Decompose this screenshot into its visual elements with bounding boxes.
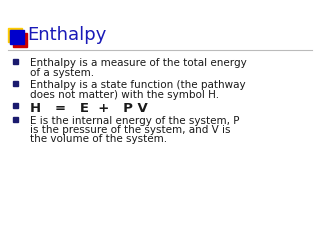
Text: of a system.: of a system.: [30, 67, 94, 78]
Text: E is the internal energy of the system, P: E is the internal energy of the system, …: [30, 115, 239, 126]
Bar: [10, 30, 24, 44]
Text: H   =   E  +   P V: H = E + P V: [30, 102, 148, 115]
Text: Enthalpy is a measure of the total energy: Enthalpy is a measure of the total energ…: [30, 58, 247, 68]
Bar: [13, 59, 18, 64]
Text: is the pressure of the system, and V is: is the pressure of the system, and V is: [30, 125, 230, 135]
Bar: [13, 33, 27, 47]
Bar: [8, 28, 22, 42]
Text: Enthalpy: Enthalpy: [27, 26, 106, 44]
Bar: [13, 81, 18, 86]
Text: the volume of the system.: the volume of the system.: [30, 134, 167, 144]
Text: does not matter) with the symbol H.: does not matter) with the symbol H.: [30, 90, 219, 100]
Text: Enthalpy is a state function (the pathway: Enthalpy is a state function (the pathwa…: [30, 80, 246, 90]
Bar: [13, 103, 18, 108]
Bar: [13, 116, 18, 121]
